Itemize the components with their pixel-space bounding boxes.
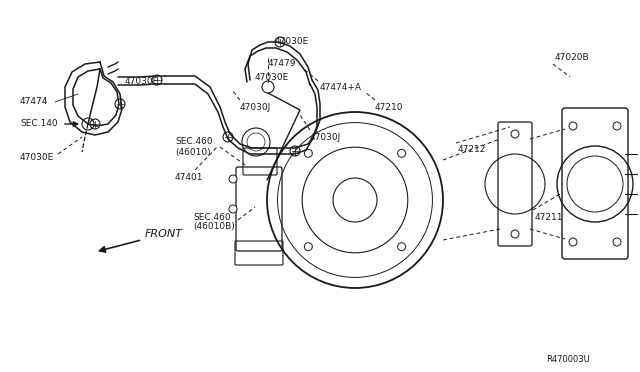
- Text: 47211: 47211: [535, 212, 563, 221]
- Text: 47479: 47479: [268, 60, 296, 68]
- Text: 47212: 47212: [458, 145, 486, 154]
- Circle shape: [397, 149, 406, 157]
- Circle shape: [569, 122, 577, 130]
- Text: 47210: 47210: [375, 103, 403, 112]
- Text: FRONT: FRONT: [99, 229, 183, 252]
- Text: 47474+A: 47474+A: [320, 83, 362, 92]
- Text: (46010B): (46010B): [193, 222, 235, 231]
- Circle shape: [305, 149, 312, 157]
- Text: 47401: 47401: [175, 173, 204, 182]
- Text: 47030E: 47030E: [275, 38, 309, 46]
- Text: 47474: 47474: [20, 97, 49, 106]
- Circle shape: [613, 122, 621, 130]
- Circle shape: [511, 230, 519, 238]
- Text: 47030E: 47030E: [125, 77, 159, 87]
- Text: SEC.460: SEC.460: [193, 212, 230, 221]
- Text: SEC.140: SEC.140: [20, 119, 58, 128]
- Circle shape: [229, 205, 237, 213]
- Circle shape: [569, 238, 577, 246]
- Circle shape: [305, 243, 312, 251]
- Text: 47020B: 47020B: [555, 52, 589, 61]
- Text: 47030J: 47030J: [240, 103, 271, 112]
- Text: SEC.460: SEC.460: [175, 138, 212, 147]
- Circle shape: [229, 175, 237, 183]
- Circle shape: [397, 243, 406, 251]
- Text: (46010): (46010): [175, 148, 211, 157]
- Text: 47030E: 47030E: [20, 153, 54, 161]
- Circle shape: [511, 130, 519, 138]
- Text: R470003U: R470003U: [547, 356, 590, 365]
- Text: 47030J: 47030J: [310, 132, 341, 141]
- Circle shape: [613, 238, 621, 246]
- Text: 47030E: 47030E: [255, 73, 289, 81]
